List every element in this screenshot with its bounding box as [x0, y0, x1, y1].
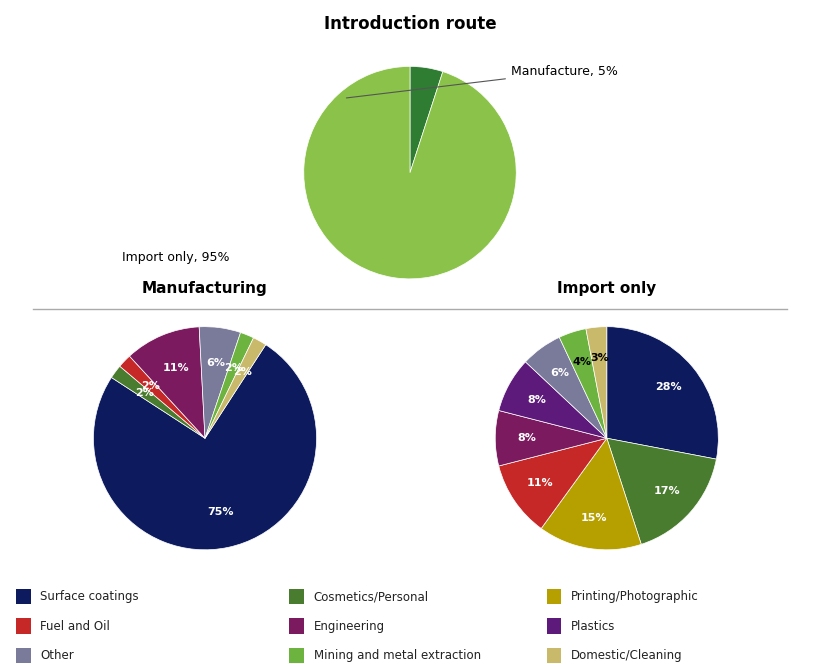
Wedge shape	[120, 356, 205, 438]
FancyBboxPatch shape	[546, 589, 560, 604]
Text: 11%: 11%	[527, 478, 553, 489]
Text: 6%: 6%	[550, 369, 568, 378]
Text: 8%: 8%	[527, 394, 545, 404]
FancyBboxPatch shape	[546, 647, 560, 663]
Title: Manufacturing: Manufacturing	[142, 282, 268, 296]
Wedge shape	[495, 410, 606, 466]
Text: 2%: 2%	[134, 388, 153, 398]
Text: Other: Other	[40, 649, 74, 662]
FancyBboxPatch shape	[546, 618, 560, 633]
Wedge shape	[606, 327, 717, 459]
Wedge shape	[498, 438, 606, 529]
Wedge shape	[199, 327, 240, 438]
Wedge shape	[93, 345, 316, 550]
FancyBboxPatch shape	[16, 618, 30, 633]
Wedge shape	[410, 66, 442, 173]
Text: Manufacture, 5%: Manufacture, 5%	[346, 65, 617, 98]
Wedge shape	[586, 327, 606, 438]
Text: Cosmetics/Personal: Cosmetics/Personal	[313, 590, 428, 603]
Wedge shape	[111, 367, 205, 438]
Text: Surface coatings: Surface coatings	[40, 590, 138, 603]
Text: 11%: 11%	[162, 363, 188, 373]
FancyBboxPatch shape	[289, 647, 304, 663]
Wedge shape	[541, 438, 640, 550]
Text: 8%: 8%	[517, 433, 536, 444]
Text: Fuel and Oil: Fuel and Oil	[40, 620, 110, 633]
Text: 2%: 2%	[233, 367, 251, 377]
Text: 2%: 2%	[224, 363, 242, 373]
Text: Printing/Photographic: Printing/Photographic	[570, 590, 698, 603]
Text: 75%: 75%	[207, 507, 233, 517]
Text: 2%: 2%	[141, 380, 160, 390]
Text: 15%: 15%	[581, 513, 607, 523]
Text: 6%: 6%	[206, 358, 224, 368]
FancyBboxPatch shape	[16, 647, 30, 663]
Text: Engineering: Engineering	[313, 620, 384, 633]
FancyBboxPatch shape	[16, 589, 30, 604]
FancyBboxPatch shape	[289, 589, 304, 604]
Text: Import only, 95%: Import only, 95%	[122, 251, 229, 264]
Wedge shape	[559, 329, 606, 438]
Text: Plastics: Plastics	[570, 620, 614, 633]
Wedge shape	[205, 333, 253, 438]
Text: Mining and metal extraction: Mining and metal extraction	[313, 649, 480, 662]
Text: Domestic/Cleaning: Domestic/Cleaning	[570, 649, 681, 662]
Text: 4%: 4%	[572, 357, 590, 367]
Wedge shape	[129, 327, 205, 438]
FancyBboxPatch shape	[289, 618, 304, 633]
Wedge shape	[498, 362, 606, 438]
Text: 17%: 17%	[653, 486, 680, 497]
Text: 3%: 3%	[589, 353, 608, 363]
Title: Import only: Import only	[556, 282, 656, 296]
Text: 28%: 28%	[654, 382, 681, 392]
Wedge shape	[525, 337, 606, 438]
Wedge shape	[205, 338, 265, 438]
Wedge shape	[606, 438, 716, 544]
Title: Introduction route: Introduction route	[324, 15, 495, 33]
Wedge shape	[303, 66, 516, 279]
